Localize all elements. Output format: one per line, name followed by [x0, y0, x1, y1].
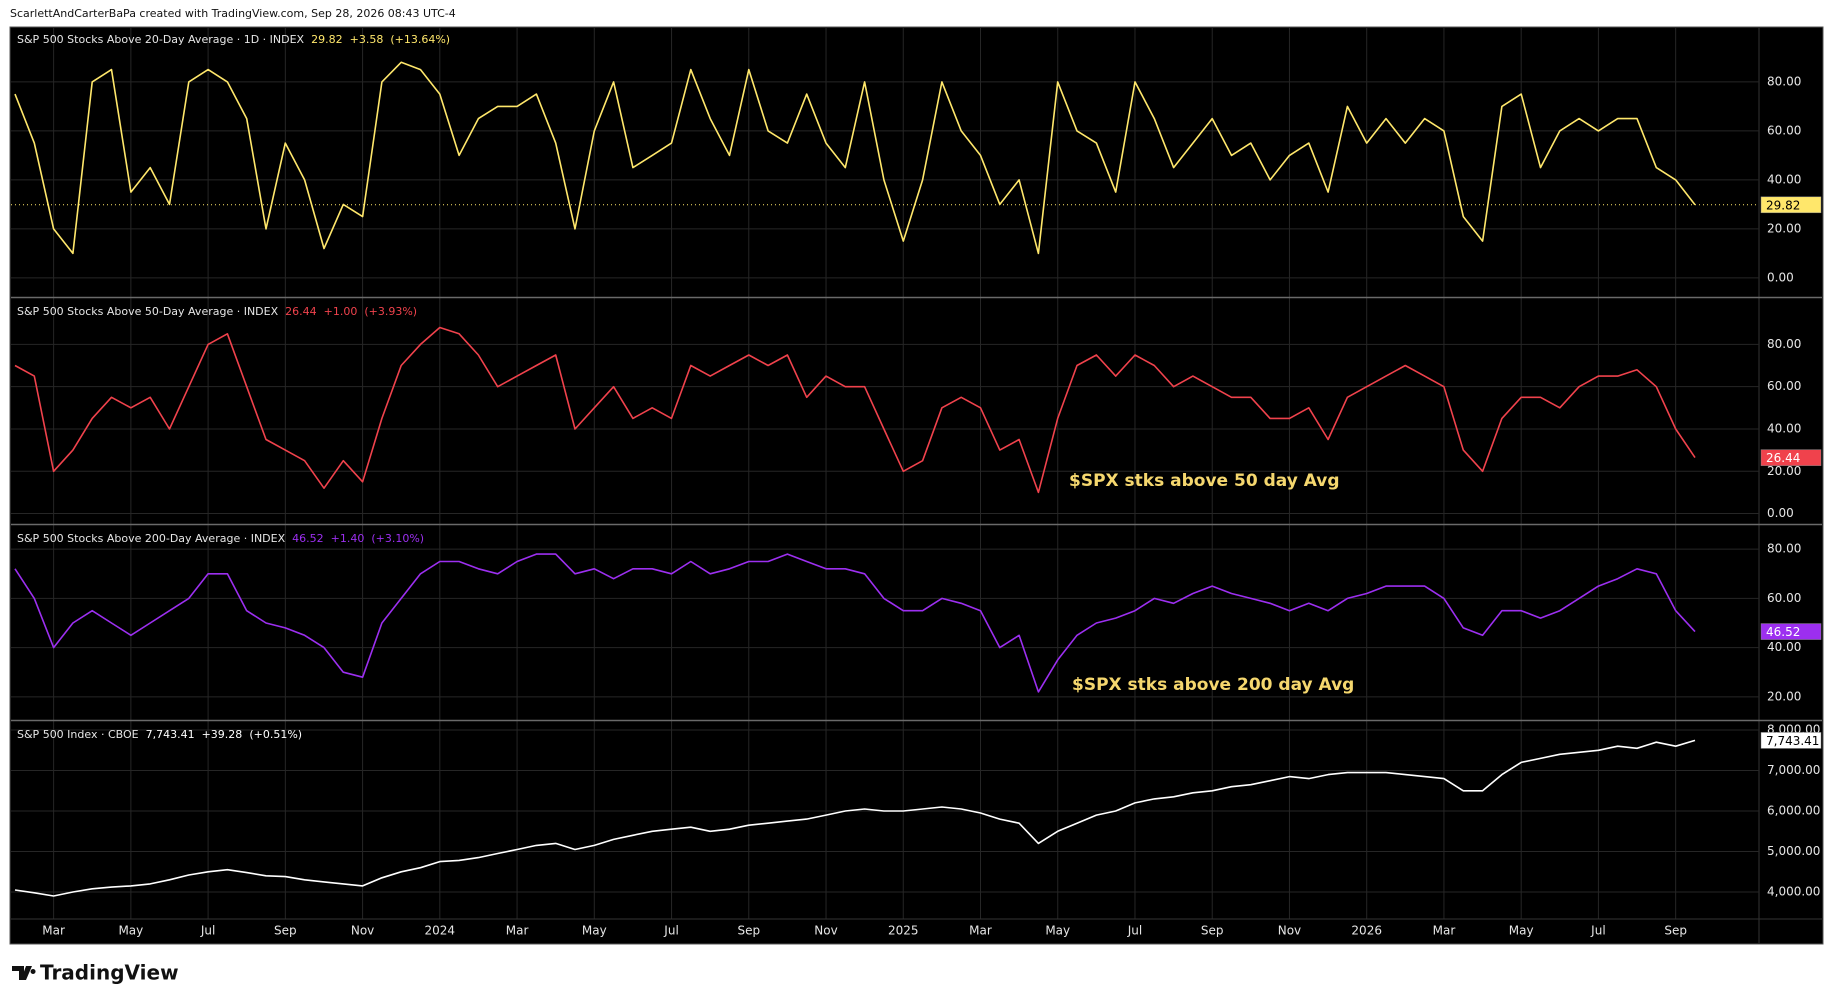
logo-text: TradingView [40, 961, 179, 985]
pane-title: S&P 500 Index · CBOE [17, 728, 139, 741]
change: +3.58 [350, 33, 384, 46]
y-tick-label: 4,000.00 [1767, 884, 1820, 898]
x-tick-label: Nov [814, 924, 837, 938]
x-tick-label: Mar [969, 924, 992, 938]
change-percent: (+13.64%) [390, 33, 450, 46]
y-tick-label: 60.00 [1767, 591, 1801, 605]
x-tick-label: Mar [506, 924, 529, 938]
x-tick-label: Nov [1278, 924, 1301, 938]
y-tick-label: 80.00 [1767, 542, 1801, 556]
credit: ScarlettAndCarterBaPa created with Tradi… [10, 7, 456, 20]
x-tick-label: Sep [1201, 924, 1224, 938]
y-tick-label: 0.00 [1767, 270, 1794, 284]
series-line [14, 61, 1696, 255]
change: +1.00 [324, 305, 358, 318]
y-tick-label: 80.00 [1767, 74, 1801, 88]
x-tick-label: Jul [200, 924, 215, 938]
annotation: $SPX stks above 50 day Avg [1069, 471, 1340, 491]
price-badge-label: 7,743.41 [1766, 734, 1819, 748]
quote: 29.82 [311, 33, 343, 46]
y-tick-label: 5,000.00 [1767, 844, 1820, 858]
change-percent: (+0.51%) [249, 728, 302, 741]
x-tick-label: May [1045, 924, 1070, 938]
y-tick-label: 80.00 [1767, 337, 1801, 351]
pane-title: S&P 500 Stocks Above 20-Day Average · 1D… [17, 33, 305, 46]
annotation: $SPX stks above 200 day Avg [1072, 675, 1354, 695]
x-tick-label: 2026 [1351, 924, 1382, 938]
chart-frame [9, 26, 1824, 945]
x-tick-label: Nov [351, 924, 374, 938]
series-line [14, 326, 1696, 494]
price-badge-label: 26.44 [1766, 451, 1800, 465]
y-tick-label: 40.00 [1767, 172, 1801, 186]
series-line [14, 739, 1696, 897]
y-tick-label: 40.00 [1767, 640, 1801, 654]
y-tick-label: 7,000.00 [1767, 763, 1820, 777]
change: +39.28 [202, 728, 243, 741]
y-tick-label: 60.00 [1767, 123, 1801, 137]
x-tick-label: Jul [1127, 924, 1142, 938]
x-tick-label: May [118, 924, 143, 938]
x-tick-label: May [582, 924, 607, 938]
y-tick-label: 20.00 [1767, 689, 1801, 703]
x-tick-label: Sep [737, 924, 760, 938]
logo-icon [12, 966, 36, 980]
x-tick-label: May [1509, 924, 1534, 938]
series-layer: Mar May Jul Sep Nov 2024 Mar May Jul Sep Nov 2025 Ma… [11, 33, 1822, 938]
series-line [14, 553, 1696, 693]
x-tick-label: Sep [1664, 924, 1687, 938]
pane-title: S&P 500 Stocks Above 50-Day Average · IN… [17, 305, 279, 318]
x-tick-label: 2024 [425, 924, 456, 938]
change-percent: (+3.93%) [364, 305, 417, 318]
quote: 7,743.41 [146, 728, 195, 741]
y-tick-label: 6,000.00 [1767, 804, 1820, 818]
y-tick-label: 20.00 [1767, 221, 1801, 235]
y-tick-label: 60.00 [1767, 379, 1801, 393]
x-tick-label: Sep [274, 924, 297, 938]
price-badge [1760, 623, 1822, 640]
grid-layer [11, 28, 1822, 943]
quote: 46.52 [292, 532, 324, 545]
x-tick-label: Jul [663, 924, 678, 938]
price-badge-label: 46.52 [1766, 625, 1800, 639]
change: +1.40 [331, 532, 365, 545]
y-tick-label: 40.00 [1767, 421, 1801, 435]
x-tick-label: Mar [42, 924, 65, 938]
x-tick-label: 2025 [888, 924, 919, 938]
change-percent: (+3.10%) [371, 532, 424, 545]
price-badge [1760, 732, 1822, 749]
logo: TradingView [12, 961, 179, 985]
price-badge [1760, 449, 1822, 466]
price-badge-label: 29.82 [1766, 198, 1800, 212]
pane-title: S&P 500 Stocks Above 200-Day Average · I… [17, 532, 286, 545]
x-tick-label: Mar [1433, 924, 1456, 938]
y-tick-label: 0.00 [1767, 506, 1794, 520]
quote: 26.44 [285, 305, 317, 318]
y-tick-label: 20.00 [1767, 464, 1801, 478]
price-badge [1760, 196, 1822, 214]
x-tick-label: Jul [1590, 924, 1605, 938]
